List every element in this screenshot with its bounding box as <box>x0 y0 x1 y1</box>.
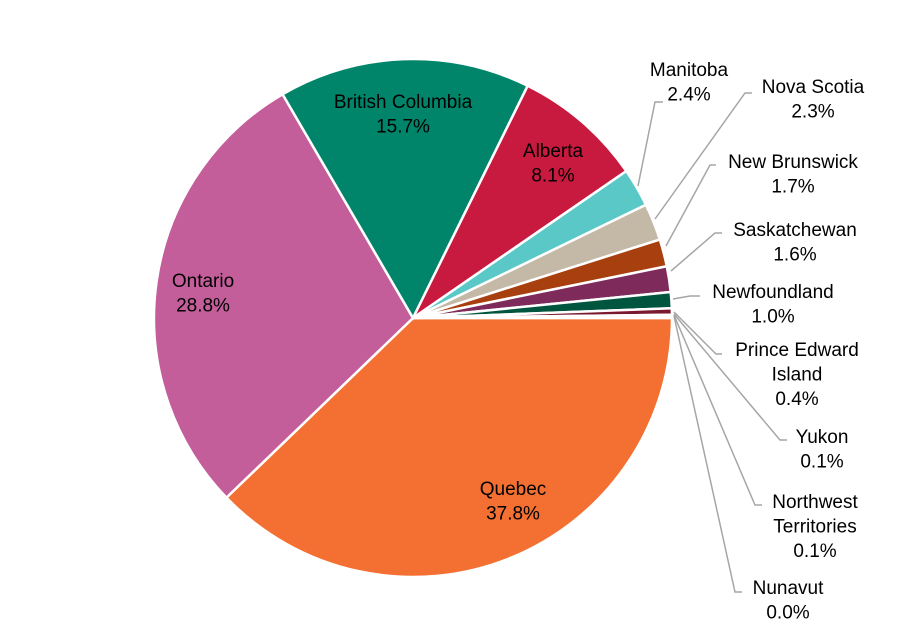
pie-slice-alberta <box>409 84 629 322</box>
pie-slice-ontario <box>152 92 415 500</box>
data-label-nova-scotia: Nova Scotia 2.3% <box>762 77 865 123</box>
leader-line-prince-edward-island <box>673 311 722 355</box>
leader-line-new-brunswick <box>665 164 716 247</box>
data-label-ontario: Ontario 28.8% <box>172 271 234 317</box>
leader-line-nova-scotia <box>654 92 752 220</box>
data-label-british-columbia: British Columbia 15.7% <box>334 92 473 138</box>
pie-slice-quebec <box>224 316 674 579</box>
leader-line-newfoundland <box>672 295 700 300</box>
leader-line-manitoba <box>637 101 663 187</box>
leader-line-saskatchewan <box>670 232 722 272</box>
data-label-newfoundland: Newfoundland 1.0% <box>712 282 833 328</box>
leader-line-yukon <box>673 313 787 441</box>
pie-slice-northwest-territories <box>412 315 674 320</box>
data-label-manitoba: Manitoba 2.4% <box>650 60 729 106</box>
data-label-saskatchewan: Saskatchewan 1.6% <box>733 220 857 266</box>
data-label-alberta: Alberta 8.1% <box>523 141 584 187</box>
pie-slice-british-columbia <box>280 57 530 321</box>
data-label-new-brunswick: New Brunswick 1.7% <box>728 152 858 198</box>
data-label-northwest-territories: Northwest Territories 0.1% <box>772 492 858 562</box>
data-label-quebec: Quebec 37.8% <box>480 479 547 525</box>
leader-line-nunavut <box>673 315 742 593</box>
data-label-yukon: Yukon 0.1% <box>796 427 849 473</box>
data-label-prince-edward-island: Prince Edward Island 0.4% <box>735 340 859 410</box>
leader-line-northwest-territories <box>673 314 762 506</box>
data-label-nunavut: Nunavut 0.0% <box>753 578 824 624</box>
